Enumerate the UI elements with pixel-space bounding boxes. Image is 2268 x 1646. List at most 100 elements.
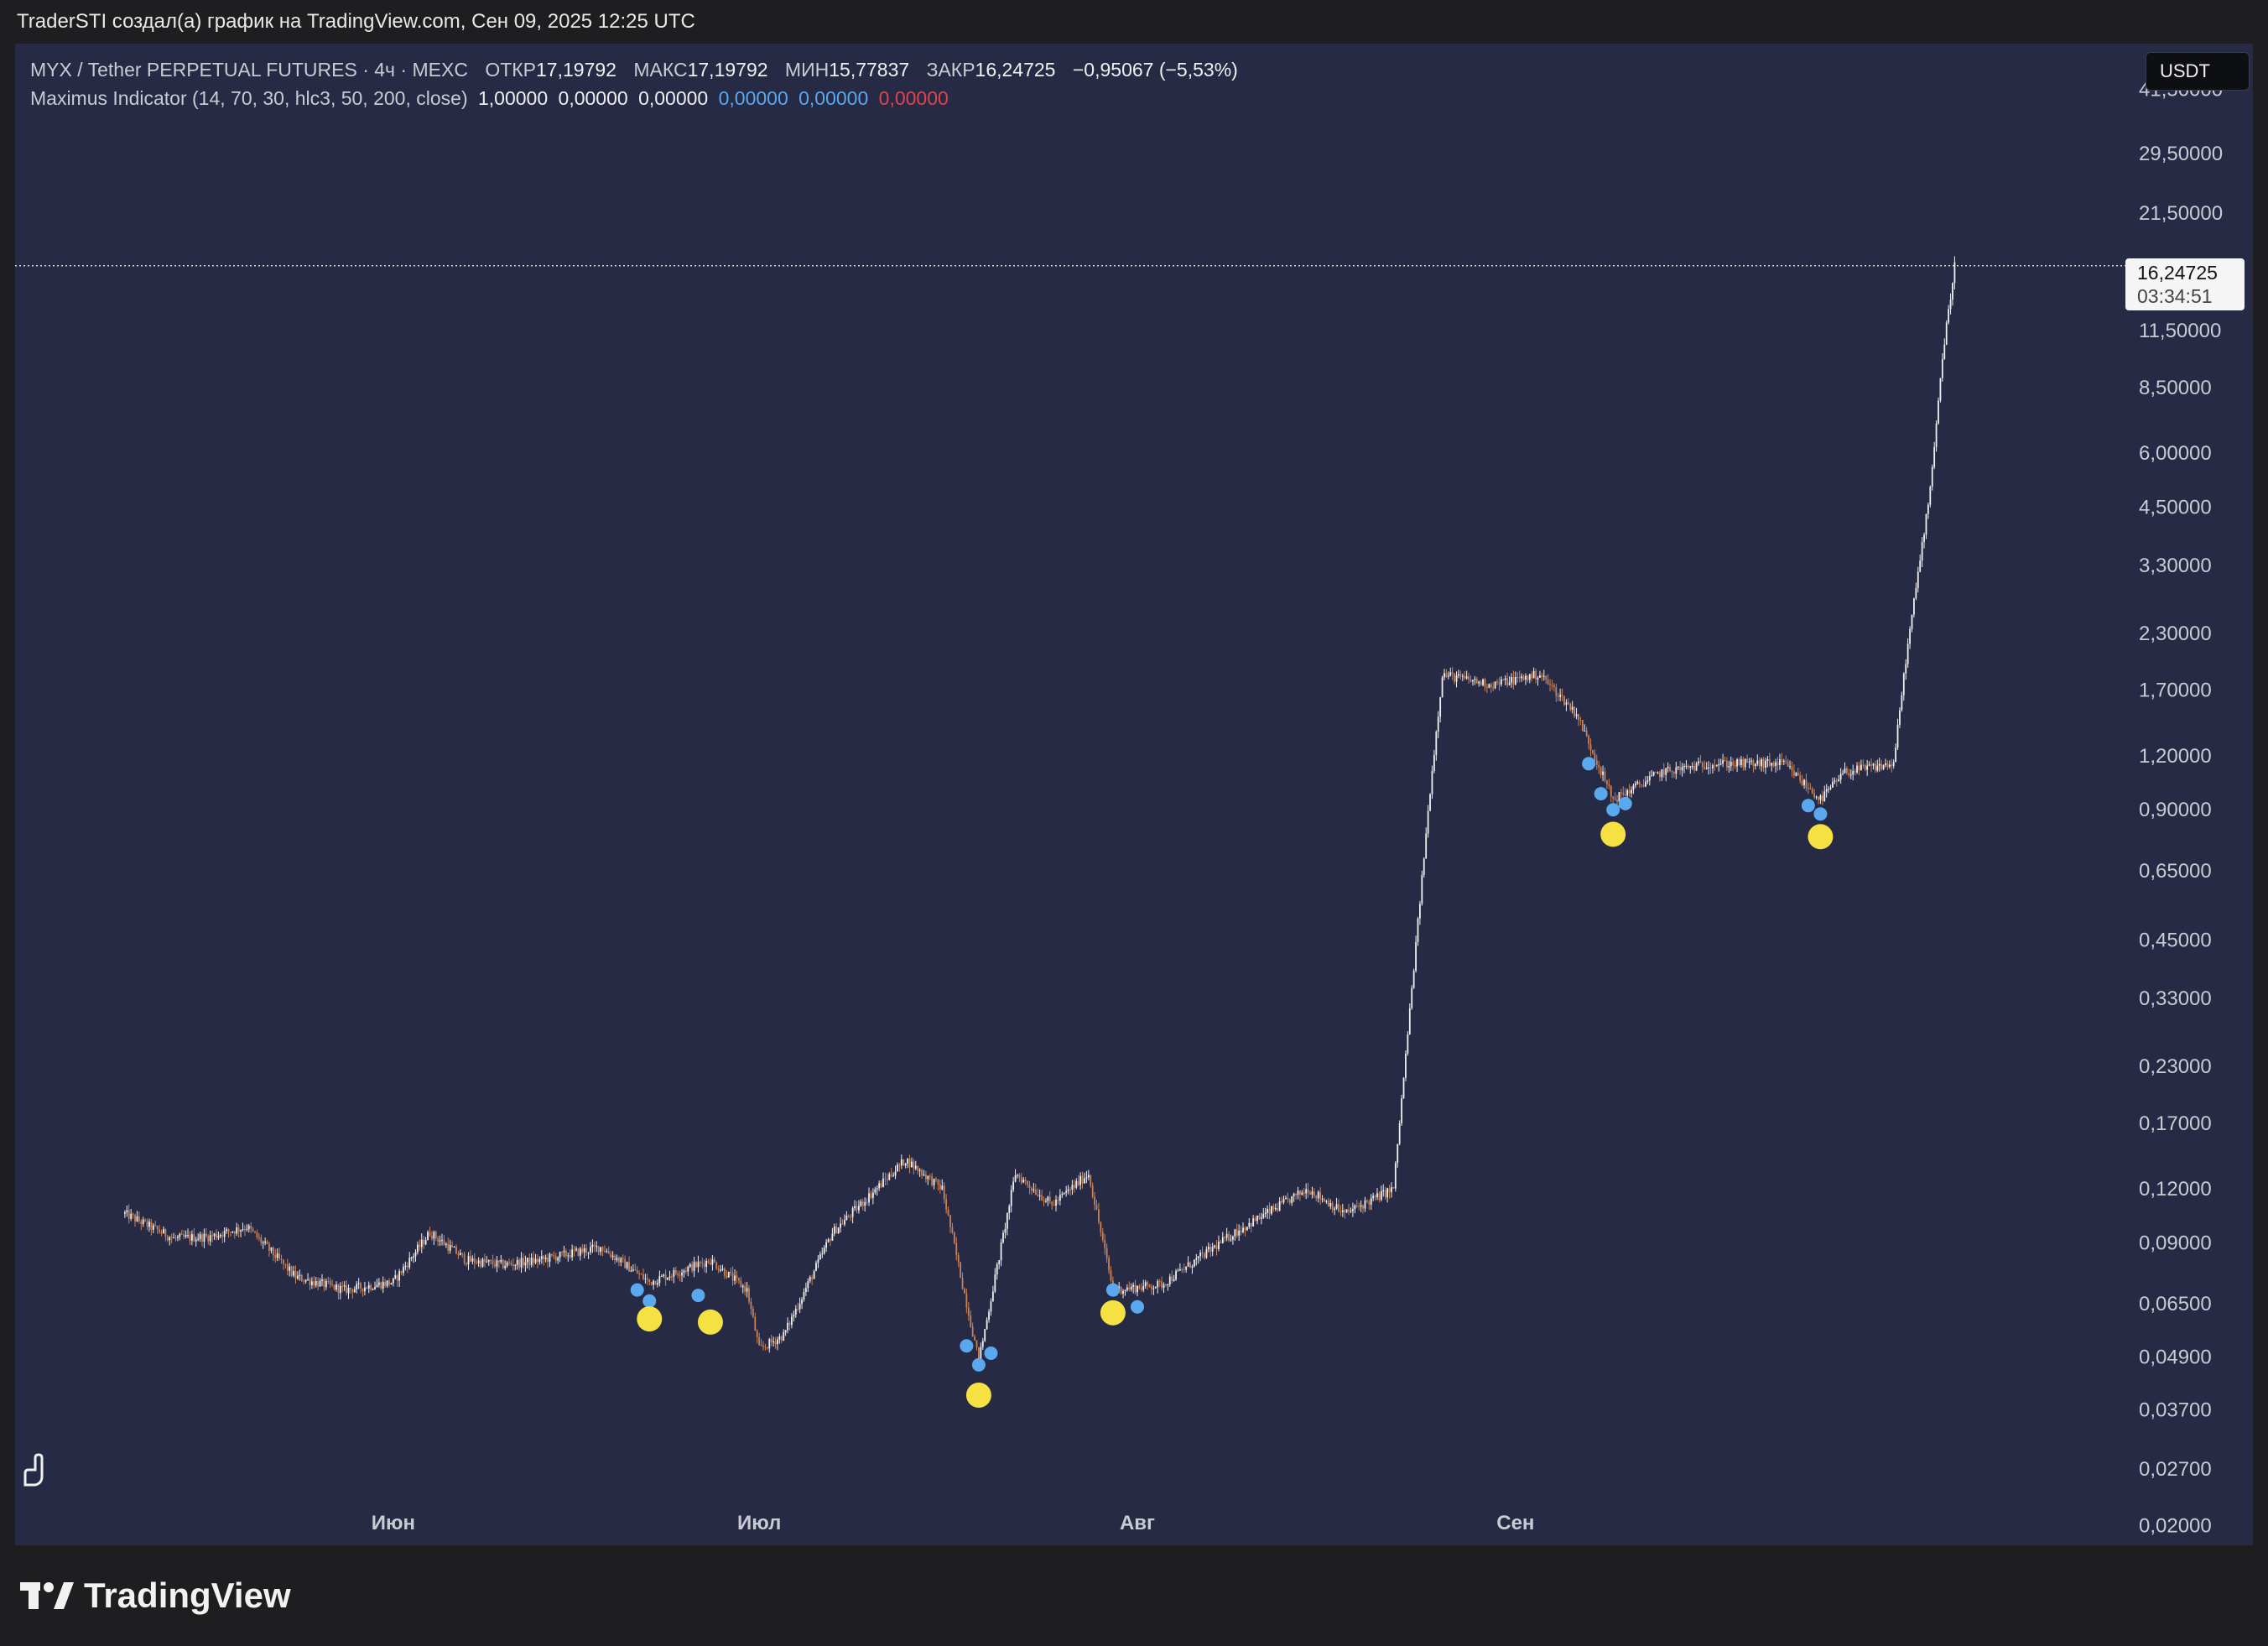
candle	[284, 1263, 287, 1269]
candle	[937, 1179, 939, 1191]
candle	[1051, 1201, 1053, 1211]
candle	[1281, 1196, 1282, 1205]
candle	[1344, 1208, 1346, 1219]
candle	[841, 1219, 844, 1226]
candle	[1728, 760, 1730, 773]
candle	[1189, 1261, 1191, 1268]
candle	[1902, 672, 1905, 701]
currency-button[interactable]: USDT	[2146, 52, 2250, 91]
candle	[207, 1234, 210, 1245]
candle	[949, 1214, 951, 1233]
candle	[1638, 779, 1641, 789]
tradingview-logo[interactable]: TradingView	[20, 1576, 291, 1616]
candle	[1527, 675, 1529, 683]
candle	[1952, 282, 1953, 306]
candle	[1500, 676, 1502, 687]
candle	[459, 1249, 461, 1256]
candle	[1667, 762, 1669, 773]
candle	[1362, 1204, 1364, 1214]
candle	[1648, 771, 1651, 786]
indicator-legend[interactable]: Maximus Indicator (14, 70, 30, hlc3, 50,…	[30, 87, 954, 110]
candle	[1803, 779, 1805, 789]
candle	[221, 1231, 224, 1243]
candle	[551, 1253, 553, 1258]
candle	[756, 1329, 758, 1344]
candle	[1750, 758, 1752, 765]
candle	[297, 1271, 299, 1280]
candle	[1488, 683, 1490, 689]
candle	[1522, 675, 1525, 681]
chart-area[interactable]: 41,5000029,5000021,5000011,500008,500006…	[15, 44, 2253, 1545]
candle	[1197, 1256, 1199, 1264]
candle	[827, 1237, 830, 1243]
candle	[1454, 673, 1456, 685]
candle	[1297, 1186, 1299, 1200]
candle	[674, 1266, 677, 1276]
candle	[780, 1335, 783, 1343]
candle	[1595, 754, 1598, 770]
hand-toggle-icon[interactable]	[18, 1451, 52, 1488]
candle	[960, 1262, 962, 1279]
markers-layer	[630, 757, 1834, 1409]
candle	[1880, 759, 1883, 771]
candle	[1765, 758, 1766, 774]
candle	[1311, 1186, 1313, 1199]
candle	[1004, 1222, 1007, 1239]
candle	[336, 1281, 337, 1292]
change-value: −0,95067 (−5,53%)	[1072, 59, 1238, 81]
candle	[252, 1227, 254, 1232]
candle	[126, 1206, 128, 1217]
candle	[640, 1273, 642, 1275]
candle	[1746, 754, 1749, 763]
candle	[1158, 1279, 1161, 1287]
candle	[961, 1272, 964, 1290]
candle	[1037, 1188, 1039, 1197]
brand-name: TradingView	[84, 1576, 291, 1615]
last-price-label: 16,24725 03:34:51	[2125, 258, 2245, 310]
candle	[477, 1257, 480, 1268]
candle	[833, 1223, 835, 1237]
candle	[1334, 1206, 1336, 1216]
candle	[1317, 1190, 1319, 1203]
candle	[884, 1172, 887, 1185]
candle	[614, 1253, 616, 1264]
candle	[1177, 1268, 1179, 1272]
candle	[1872, 763, 1875, 770]
candle	[233, 1231, 236, 1239]
candle	[1698, 757, 1699, 766]
candle	[929, 1174, 931, 1180]
candle	[1220, 1239, 1222, 1244]
candle	[481, 1257, 484, 1268]
candle	[189, 1231, 191, 1246]
symbol-legend: MYX / Tether PERPETUAL FUTURES · 4ч · ME…	[30, 59, 1243, 81]
candle	[1521, 673, 1523, 682]
candle	[518, 1258, 521, 1271]
candle	[1225, 1227, 1228, 1242]
candle	[1631, 786, 1632, 798]
price-chart[interactable]: 41,5000029,5000021,5000011,500008,500006…	[15, 44, 2253, 1545]
candle	[1264, 1207, 1267, 1218]
candle	[1518, 670, 1521, 683]
candle	[1235, 1223, 1238, 1238]
candle	[159, 1225, 160, 1234]
candle	[350, 1287, 351, 1294]
candle	[914, 1160, 917, 1171]
candle	[1602, 765, 1604, 782]
candle	[1675, 761, 1678, 779]
candle	[1929, 485, 1932, 508]
candle	[1941, 353, 1943, 382]
candle	[257, 1232, 260, 1242]
candle	[851, 1206, 854, 1224]
candle	[744, 1282, 746, 1296]
candle	[964, 1287, 965, 1294]
candle	[1492, 681, 1495, 691]
candle	[1754, 763, 1756, 770]
candle	[684, 1267, 687, 1274]
candle	[1862, 759, 1865, 768]
candle	[185, 1230, 187, 1239]
candle	[439, 1235, 441, 1247]
candle	[1329, 1199, 1332, 1210]
candle	[830, 1237, 831, 1247]
candle	[794, 1305, 797, 1318]
candle	[1496, 679, 1498, 685]
